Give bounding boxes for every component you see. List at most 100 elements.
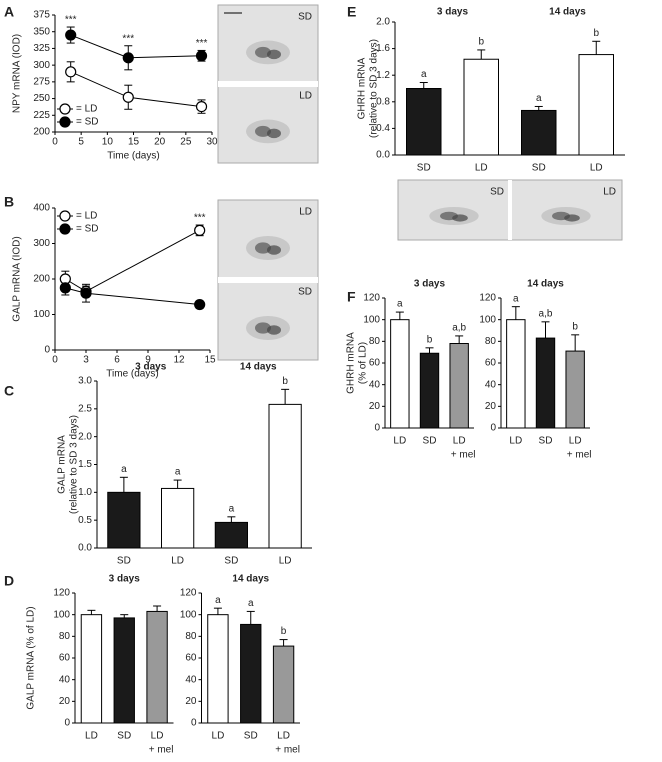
y-tick-label: 0.8 — [376, 96, 390, 107]
y-axis-label: (relative to SD 3 days) — [369, 39, 380, 138]
signal — [267, 49, 281, 60]
image-label: SD — [490, 187, 504, 198]
legend-label: = SD — [76, 117, 99, 128]
legend-marker — [59, 210, 71, 222]
bar — [214, 521, 248, 549]
y-tick-label: 60 — [369, 358, 381, 369]
y-tick-label: 1.6 — [376, 43, 390, 54]
bar — [419, 352, 440, 429]
panel-letter: A — [4, 4, 14, 20]
y-axis-label: GHRH mRNA — [357, 57, 368, 119]
x-tick-label: 3 — [83, 355, 89, 366]
x-tick-label: LD — [453, 436, 466, 447]
significance-label: a — [397, 299, 403, 310]
group-title: 3 days — [109, 574, 141, 585]
significance-label: b — [282, 376, 288, 387]
y-tick-label: 225 — [33, 110, 50, 121]
x-tick-label: 15 — [128, 137, 140, 148]
y-tick-label: 0.4 — [376, 123, 390, 134]
signal — [255, 125, 271, 137]
significance-label: b — [427, 334, 433, 345]
y-tick-label: 20 — [185, 696, 197, 707]
marker — [195, 100, 208, 113]
x-tick-label: SD — [117, 731, 131, 742]
divider — [218, 277, 318, 283]
x-tick-label: 0 — [52, 137, 58, 148]
annotation: *** — [196, 38, 208, 49]
significance-label: a — [215, 595, 221, 606]
y-axis-label: GALP mRNA (IOD) — [12, 236, 23, 321]
y-tick-label: 0 — [44, 345, 50, 356]
significance-label: a — [536, 93, 542, 104]
y-tick-label: 0.5 — [78, 515, 92, 526]
bar — [578, 54, 614, 156]
panel-letter: D — [4, 573, 14, 589]
x-axis-label: Time (days) — [107, 151, 159, 162]
y-tick-label: 300 — [33, 60, 50, 71]
y-tick-label: 20 — [59, 696, 71, 707]
x-tick-label: LD — [212, 731, 225, 742]
y-tick-label: 0.0 — [376, 150, 390, 161]
significance-label: b — [478, 37, 484, 48]
series-line — [65, 229, 200, 293]
y-tick-label: 120 — [180, 588, 197, 599]
y-axis-label: GHRH mRNA — [346, 332, 357, 394]
y-tick-label: 0 — [191, 718, 197, 729]
x-tick-label: SD — [244, 731, 258, 742]
y-tick-label: 2.0 — [376, 17, 390, 28]
bar — [207, 614, 229, 724]
x-tick-label: 30 — [206, 137, 218, 148]
signal — [267, 245, 281, 255]
significance-label: b — [593, 28, 599, 39]
y-tick-label: 375 — [33, 10, 50, 21]
x-tick-label: LD — [590, 163, 603, 174]
group-title: 14 days — [549, 7, 586, 18]
image-label: SD — [298, 12, 312, 23]
y-tick-label: 60 — [485, 358, 497, 369]
y-axis-label: (% of LD) — [358, 342, 369, 384]
series-line — [70, 34, 202, 59]
bar — [390, 319, 410, 429]
bar — [565, 350, 585, 429]
signal — [564, 214, 580, 222]
legend-label: = SD — [76, 224, 99, 235]
bar — [113, 617, 135, 724]
significance-label: a — [175, 467, 181, 478]
marker — [194, 298, 206, 311]
y-tick-label: 40 — [59, 674, 71, 685]
signal — [255, 46, 271, 58]
signal — [255, 322, 271, 334]
significance-label: a,b — [539, 308, 553, 319]
y-tick-label: 60 — [185, 653, 197, 664]
group-title: 14 days — [527, 279, 564, 290]
series-line — [70, 71, 202, 108]
bar — [268, 403, 302, 549]
y-axis-label: GALP mRNA (% of LD) — [26, 606, 37, 709]
panel-letter: C — [4, 383, 14, 399]
image-label: LD — [603, 187, 616, 198]
x-tick-label: 12 — [173, 355, 185, 366]
signal — [267, 128, 281, 139]
bar — [80, 614, 103, 724]
x-tick-label: 0 — [52, 355, 58, 366]
x-axis-label: Time (days) — [106, 369, 158, 380]
marker — [65, 66, 77, 78]
x-tick-label: 25 — [180, 137, 192, 148]
y-axis-label: (relative to SD 3 days) — [69, 415, 80, 514]
y-tick-label: 40 — [185, 674, 197, 685]
x-tick-label: 5 — [78, 137, 84, 148]
panel-letter: E — [347, 4, 356, 20]
x-tick-label: 6 — [114, 355, 120, 366]
x-tick-label: SD — [417, 163, 431, 174]
y-tick-label: 20 — [485, 401, 497, 412]
significance-label: a — [421, 69, 427, 80]
x-tick-label: LD — [569, 436, 582, 447]
group-title: 3 days — [414, 279, 446, 290]
marker — [195, 50, 208, 62]
annotation: *** — [65, 15, 77, 26]
divider — [508, 180, 512, 240]
signal — [255, 242, 271, 254]
x-tick-label: LD — [475, 163, 488, 174]
y-tick-label: 120 — [53, 588, 70, 599]
x-tick-label: LD — [279, 556, 292, 567]
